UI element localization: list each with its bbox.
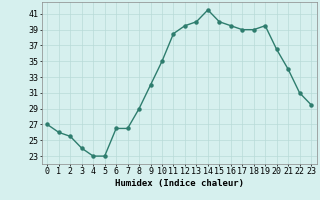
X-axis label: Humidex (Indice chaleur): Humidex (Indice chaleur) [115,179,244,188]
